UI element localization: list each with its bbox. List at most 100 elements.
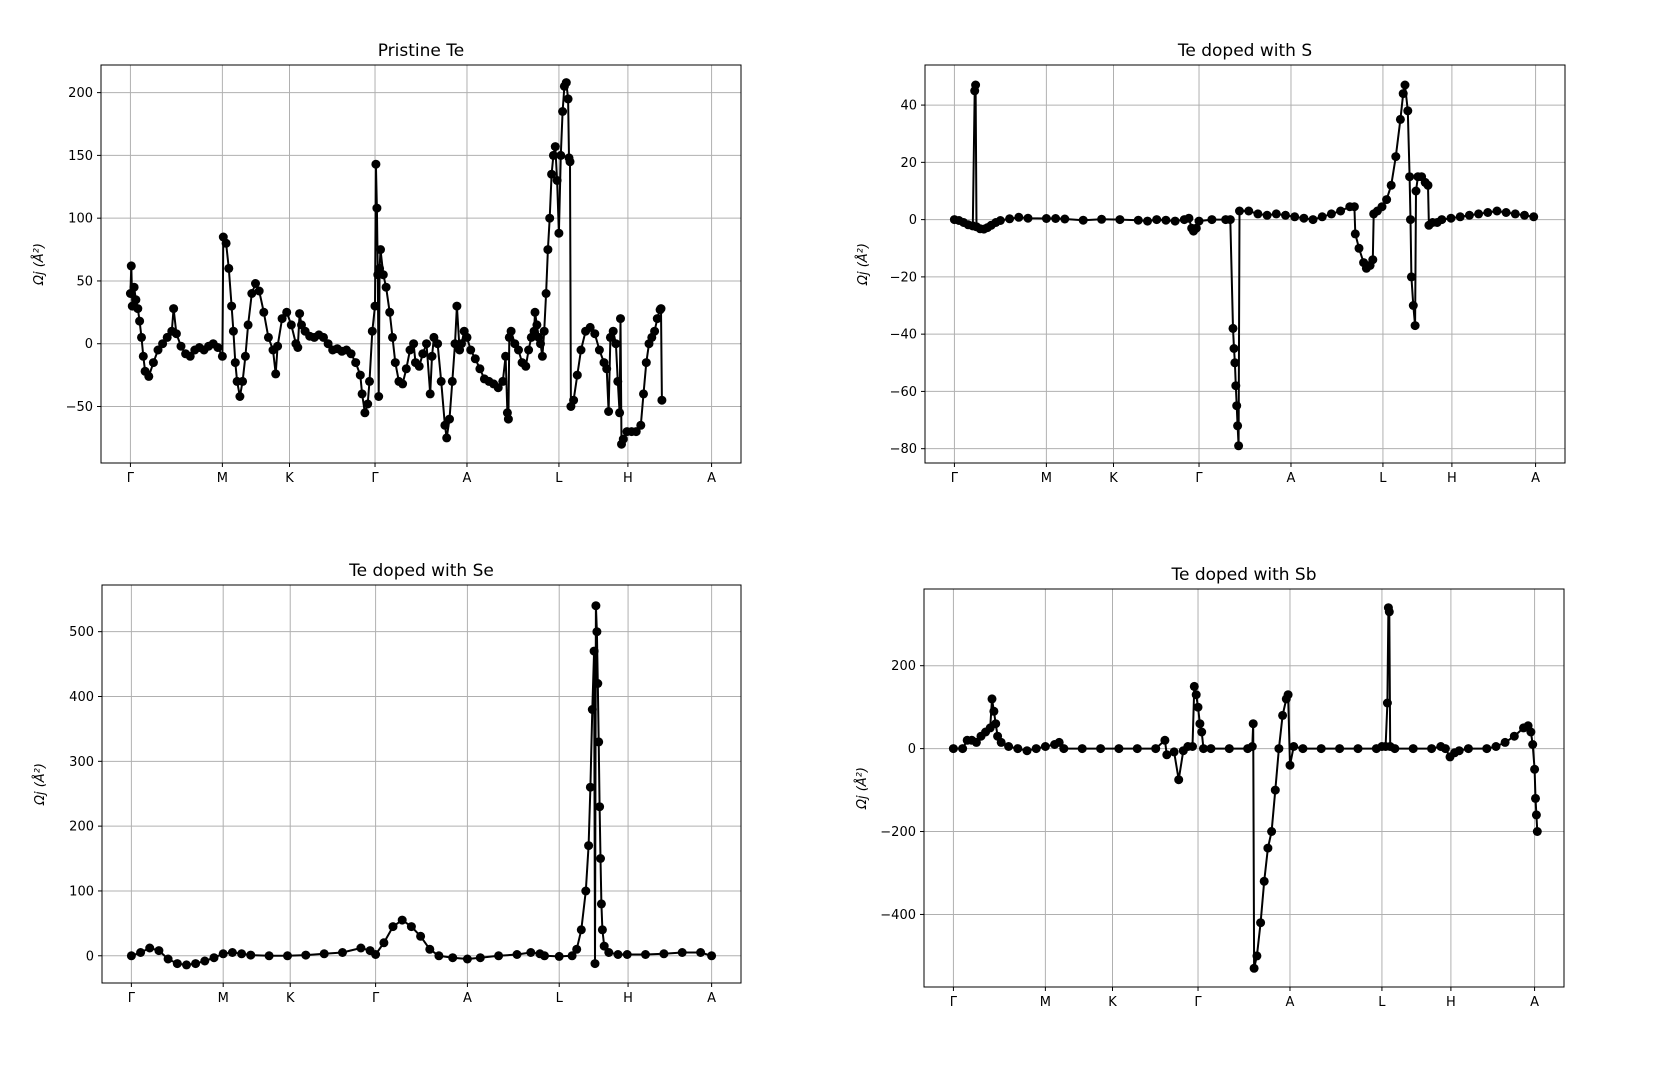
data-point — [521, 361, 531, 371]
x-tick-label: K — [1108, 995, 1117, 1010]
data-point — [604, 407, 614, 416]
data-point — [182, 960, 191, 970]
data-point — [1230, 358, 1240, 368]
data-point — [1013, 744, 1023, 754]
data-point — [622, 950, 632, 959]
data-point — [338, 948, 347, 957]
data-point — [613, 376, 623, 386]
data-point — [1526, 727, 1536, 737]
data-point — [126, 951, 136, 961]
data-point — [636, 420, 646, 430]
data-point — [563, 94, 573, 104]
data-point — [1194, 216, 1204, 226]
x-tick-label: L — [556, 991, 564, 1006]
plot-frame — [923, 588, 1565, 988]
data-point — [576, 925, 586, 935]
data-point — [1350, 229, 1360, 239]
data-point — [595, 802, 605, 812]
data-point — [462, 332, 472, 342]
plot-frame — [101, 584, 742, 984]
data-point — [501, 351, 511, 361]
data-point — [238, 376, 248, 386]
y-axis-label: Ωj (Å²) — [32, 763, 48, 806]
data-point — [1225, 215, 1235, 225]
data-point — [388, 922, 398, 932]
data-point — [1529, 212, 1539, 222]
data-point — [567, 951, 577, 961]
x-tick-label: L — [1379, 471, 1387, 486]
x-tick-label: A — [707, 991, 716, 1006]
data-point — [618, 434, 628, 444]
data-point — [475, 364, 485, 374]
data-point — [1152, 215, 1162, 225]
x-tick-label: A — [1286, 995, 1295, 1010]
data-point — [1353, 744, 1363, 754]
data-point — [282, 307, 292, 317]
data-point — [537, 351, 547, 361]
data-point — [593, 679, 603, 688]
x-tick-label: Γ — [1195, 471, 1203, 486]
data-point — [427, 351, 437, 361]
data-point — [506, 326, 516, 336]
data-point — [1382, 698, 1392, 708]
data-point — [1463, 744, 1473, 754]
data-point — [1403, 106, 1413, 116]
data-point — [677, 948, 687, 957]
y-tick-label: −200 — [880, 825, 916, 840]
data-point — [1267, 827, 1277, 836]
y-tick-label: 500 — [69, 625, 94, 640]
data-point — [213, 343, 223, 352]
data-point — [448, 953, 458, 963]
data-point — [367, 326, 377, 336]
x-tick-label: Γ — [951, 471, 959, 486]
data-point — [631, 427, 641, 437]
y-tick-label: 0 — [86, 949, 94, 964]
y-tick-label: −40 — [890, 328, 917, 343]
data-point — [1270, 785, 1280, 795]
data-point — [126, 261, 136, 271]
data-point — [466, 345, 476, 355]
data-point — [1532, 827, 1542, 836]
data-point — [1520, 210, 1529, 220]
data-point — [498, 376, 508, 386]
data-point — [548, 150, 558, 160]
data-point — [1224, 744, 1234, 754]
data-point — [162, 332, 172, 342]
x-tick-label: Γ — [128, 991, 136, 1006]
data-point — [1184, 213, 1194, 223]
data-point — [613, 950, 623, 959]
data-point — [259, 307, 269, 317]
data-point — [591, 601, 601, 611]
data-point — [1023, 213, 1033, 223]
data-point — [602, 364, 612, 374]
data-point — [572, 944, 582, 954]
y-axis-label: Ωj (Å²) — [31, 243, 47, 286]
data-point — [536, 339, 545, 349]
data-point — [185, 351, 195, 361]
data-point — [1193, 702, 1203, 712]
data-point — [1285, 760, 1295, 770]
data-point — [1051, 214, 1061, 223]
data-point — [1189, 681, 1199, 691]
data-point — [1022, 746, 1032, 756]
data-point — [1349, 202, 1359, 212]
data-point — [301, 950, 311, 960]
data-point — [987, 694, 997, 704]
data-point — [1169, 747, 1179, 757]
data-point — [1509, 731, 1519, 741]
data-point — [1500, 737, 1510, 747]
data-point — [503, 414, 513, 424]
data-point — [251, 279, 260, 288]
data-point — [154, 946, 164, 956]
x-tick-label: M — [1041, 471, 1052, 486]
y-tick-label: 50 — [76, 274, 93, 289]
data-point — [283, 951, 292, 961]
data-point — [1283, 690, 1293, 700]
data-point — [1398, 89, 1408, 99]
y-tick-label: 20 — [900, 156, 917, 171]
data-point — [457, 339, 466, 349]
data-point — [445, 414, 454, 424]
data-point — [1446, 213, 1456, 223]
data-point — [355, 370, 365, 380]
